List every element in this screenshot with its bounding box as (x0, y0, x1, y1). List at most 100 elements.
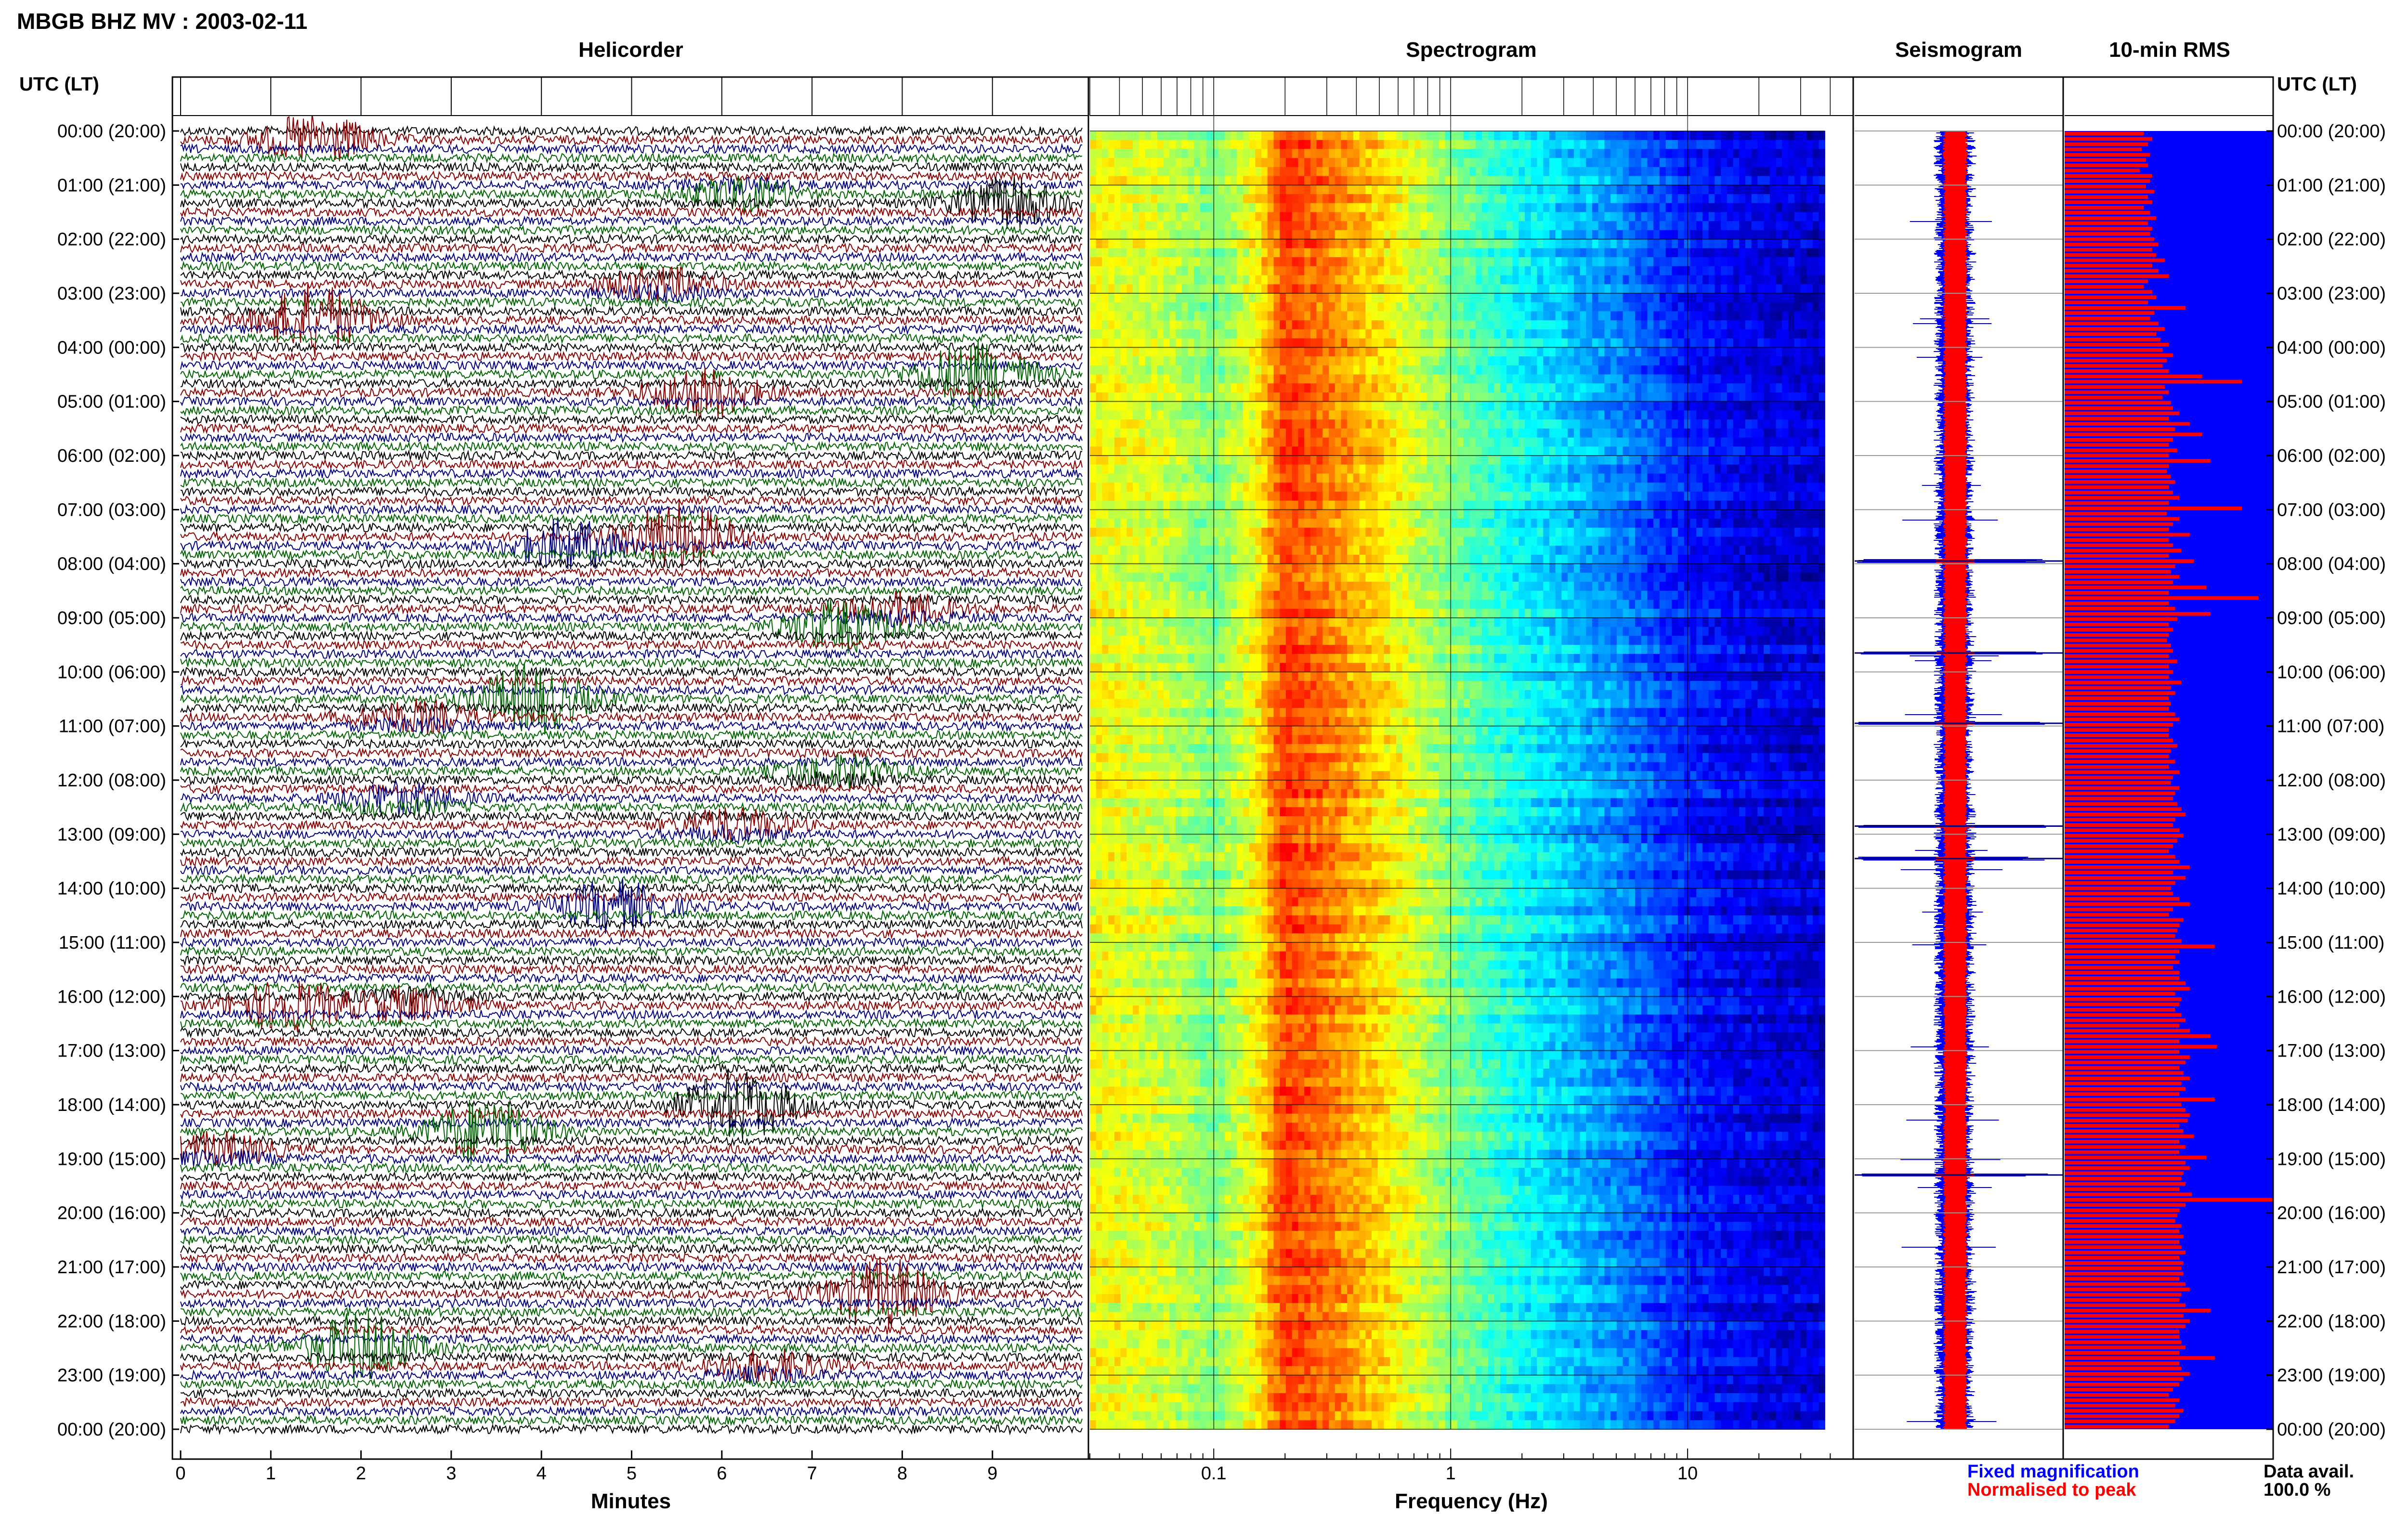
spectrogram-cell (1556, 419, 1562, 429)
spectrogram-cell (1310, 356, 1317, 365)
spectrogram-cell (1617, 383, 1623, 392)
spectrogram-cell (1317, 311, 1323, 320)
helicorder-trace (181, 253, 1082, 261)
spectrogram-cell (1439, 293, 1445, 302)
spectrogram-cell (1102, 375, 1108, 384)
spectrogram-cell (1194, 302, 1200, 312)
spectrogram-cell (1660, 185, 1666, 194)
spectrogram-cell (1408, 383, 1414, 392)
spectrogram-cell (1568, 311, 1574, 320)
spectrogram-cell (1672, 158, 1678, 167)
spectrogram-cell (1384, 402, 1390, 411)
spectrogram-cell (1421, 365, 1427, 375)
spectrogram-cell (1347, 158, 1353, 167)
spectrogram-cell (1457, 375, 1464, 384)
spectrogram-cell (1806, 356, 1813, 365)
spectrogram-cell (1678, 383, 1684, 392)
spectrogram-cell (1347, 365, 1353, 375)
spectrogram-cell (1648, 465, 1654, 474)
spectrogram-cell (1488, 483, 1494, 492)
spectrogram-cell (1666, 239, 1672, 248)
spectrogram-cell (1335, 284, 1341, 293)
spectrogram-cell (1494, 203, 1501, 212)
spectrogram-cell (1641, 257, 1648, 266)
spectrogram-cell (1133, 212, 1139, 222)
spectrogram-cell (1304, 365, 1310, 375)
spectrogram-cell (1721, 293, 1727, 302)
spectrogram-cell (1304, 446, 1310, 456)
spectrogram-cell (1096, 293, 1102, 302)
spectrogram-cell (1739, 140, 1745, 149)
spectrogram-cell (1353, 410, 1360, 419)
spectrogram-cell (1714, 131, 1721, 140)
spectrogram-cell (1421, 383, 1427, 392)
helicorder-trace (181, 1253, 1082, 1262)
spectrogram-cell (1819, 140, 1825, 149)
spectrogram-cell (1353, 429, 1360, 438)
spectrogram-cell (1568, 419, 1574, 429)
spectrogram-cell (1169, 284, 1176, 293)
spectrogram-cell (1782, 311, 1788, 320)
spectrogram-cell (1653, 158, 1660, 167)
spectrogram-cell (1801, 329, 1807, 339)
spectrogram-cell (1549, 203, 1556, 212)
spectrogram-cell (1776, 266, 1782, 275)
spectrogram-cell (1739, 329, 1745, 339)
spectrogram-cell (1709, 339, 1715, 348)
spectrogram-cell (1102, 140, 1108, 149)
spectrogram-cell (1402, 465, 1409, 474)
spectrogram-cell (1206, 410, 1213, 419)
spectrogram-cell (1255, 284, 1261, 293)
spectrogram-cell (1365, 140, 1372, 149)
spectrogram-cell (1268, 293, 1274, 302)
spectrogram-cell (1531, 347, 1537, 356)
spectrogram-cell (1102, 266, 1108, 275)
spectrogram-cell (1169, 158, 1176, 167)
spectrogram-cell (1506, 356, 1513, 365)
spectrogram-cell (1696, 239, 1702, 248)
spectrogram-cell (1396, 410, 1402, 419)
spectrogram-cell (1243, 483, 1249, 492)
helicorder-trace (181, 505, 1082, 514)
spectrogram-cell (1561, 402, 1568, 411)
spectrogram-cell (1764, 365, 1770, 375)
spectrogram-cell (1182, 320, 1188, 329)
spectrogram-cell (1819, 158, 1825, 167)
spectrogram-cell (1764, 176, 1770, 185)
spectrogram-cell (1317, 383, 1323, 392)
spectrogram-cell (1292, 329, 1298, 339)
spectrogram-cell (1690, 456, 1697, 465)
spectrogram-cell (1556, 221, 1562, 230)
spectrogram-cell (1794, 140, 1801, 149)
spectrogram-cell (1341, 465, 1348, 474)
spectrogram-cell (1813, 446, 1819, 456)
spectrogram-cell (1102, 275, 1108, 285)
spectrogram-cell (1568, 456, 1574, 465)
spectrogram-cell (1427, 302, 1433, 312)
spectrogram-cell (1641, 176, 1648, 185)
spectrogram-cell (1556, 266, 1562, 275)
spectrogram-cell (1488, 239, 1494, 248)
spectrogram-cell (1194, 194, 1200, 203)
spectrogram-cell (1126, 392, 1133, 402)
spectrogram-cell (1457, 131, 1464, 140)
spectrogram-cell (1641, 140, 1648, 149)
spectrogram-cell (1286, 339, 1292, 348)
spectrogram-cell (1396, 167, 1402, 176)
spectrogram-cell (1727, 465, 1733, 474)
spectrogram-cell (1292, 402, 1298, 411)
spectrogram-cell (1378, 149, 1384, 158)
spectrogram-cell (1310, 320, 1317, 329)
spectrogram-cell (1721, 266, 1727, 275)
spectrogram-cell (1421, 311, 1427, 320)
helicorder-trace (181, 1326, 1082, 1334)
spectrogram-cell (1733, 149, 1740, 158)
spectrogram-cell (1788, 212, 1794, 222)
spectrogram-cell (1605, 284, 1611, 293)
spectrogram-cell (1286, 257, 1292, 266)
spectrogram-cell (1745, 410, 1752, 419)
spectrogram-cell (1390, 257, 1396, 266)
spectrogram-cell (1249, 275, 1256, 285)
spectrogram-cell (1372, 158, 1378, 167)
spectrogram-cell (1537, 320, 1544, 329)
